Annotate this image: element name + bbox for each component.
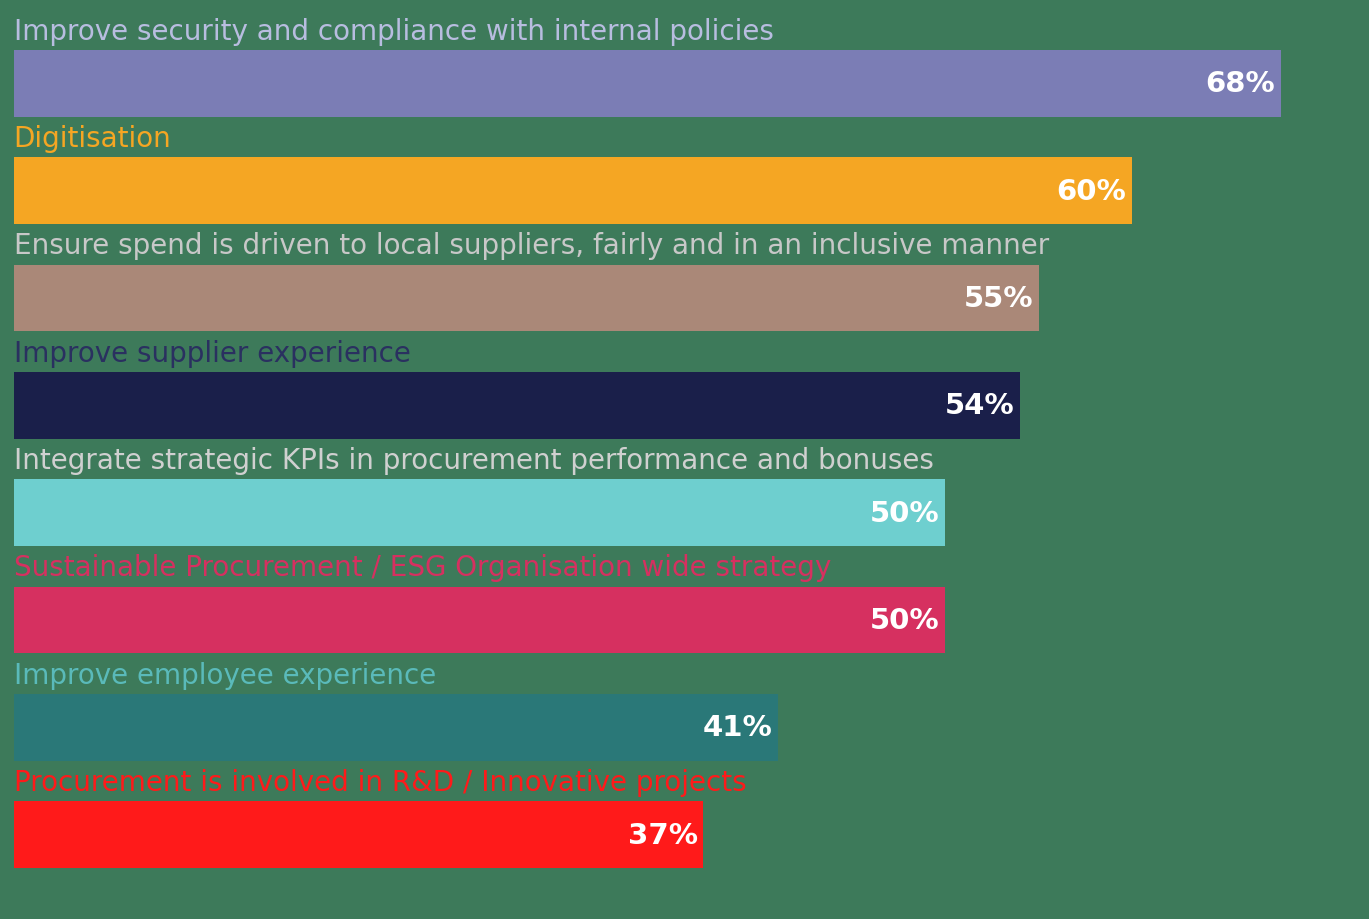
Bar [14,373,1020,439]
Text: 68%: 68% [1206,70,1275,98]
Text: Digitisation: Digitisation [14,125,171,153]
Text: Ensure spend is driven to local suppliers, fairly and in an inclusive manner: Ensure spend is driven to local supplier… [14,233,1049,260]
Text: 60%: 60% [1057,177,1127,206]
Bar [14,51,1281,118]
Text: 41%: 41% [702,713,772,742]
Text: 55%: 55% [964,285,1034,312]
Text: Sustainable Procurement / ESG Organisation wide strategy: Sustainable Procurement / ESG Organisati… [14,554,831,582]
Text: 50%: 50% [871,499,939,528]
Bar [14,158,1132,225]
Text: Improve security and compliance with internal policies: Improve security and compliance with int… [14,17,773,46]
Text: Procurement is involved in R&D / Innovative projects: Procurement is involved in R&D / Innovat… [14,768,746,796]
Text: 50%: 50% [871,607,939,634]
Bar [14,801,704,868]
Bar [14,587,946,653]
Text: Improve employee experience: Improve employee experience [14,661,435,689]
Bar [14,695,778,761]
Text: Integrate strategic KPIs in procurement performance and bonuses: Integrate strategic KPIs in procurement … [14,447,934,474]
Bar [14,480,946,546]
Text: Improve supplier experience: Improve supplier experience [14,339,411,368]
Text: 54%: 54% [945,391,1014,420]
Text: 37%: 37% [627,821,698,849]
Bar [14,266,1039,332]
